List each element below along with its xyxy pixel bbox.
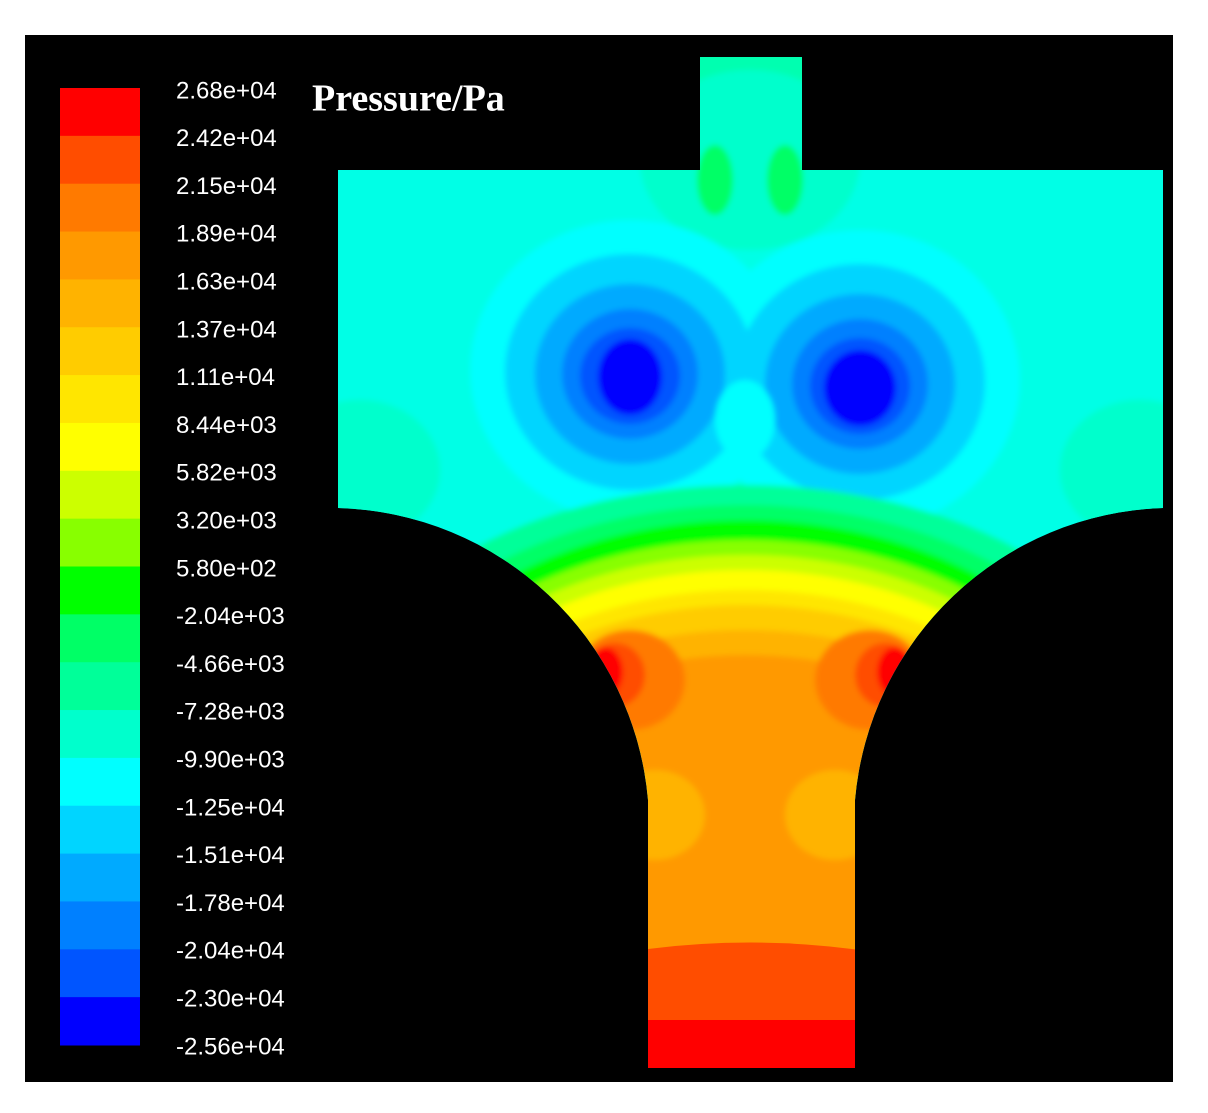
colorbar-label: 1.11e+04 (176, 364, 275, 391)
colorbar-label: 3.20e+03 (176, 508, 277, 535)
colorbar-band (60, 757, 140, 807)
colorbar-label: -2.30e+04 (176, 986, 285, 1013)
colorbar-label: 2.15e+04 (176, 173, 277, 200)
colorbar-band (60, 949, 140, 998)
colorbar-band (60, 470, 140, 520)
colorbar-band (60, 566, 140, 615)
colorbar-label: -7.28e+03 (176, 699, 285, 726)
colorbar-band (60, 327, 140, 376)
colorbar-band (60, 662, 140, 711)
colorbar-band (60, 183, 140, 233)
colorbar-label: 5.80e+02 (176, 555, 277, 582)
colorbar-band (60, 853, 140, 902)
colorbar-label: 5.82e+03 (176, 460, 277, 487)
colorbar-label: -4.66e+03 (176, 651, 285, 678)
colorbar-label: -1.78e+04 (176, 890, 285, 917)
colorbar-label: 1.37e+04 (176, 316, 277, 343)
colorbar-label: -1.25e+04 (176, 794, 285, 821)
colorbar-band (60, 375, 140, 424)
colorbar-label: -2.56e+04 (176, 1033, 285, 1060)
colorbar-label: -1.51e+04 (176, 842, 285, 869)
colorbar-label: 1.63e+04 (176, 269, 277, 296)
colorbar-band (60, 805, 140, 855)
colorbar-label: 1.89e+04 (176, 221, 277, 248)
colorbar-band (60, 88, 140, 137)
colorbar-band (60, 279, 140, 328)
colorbar-label: -2.04e+03 (176, 603, 285, 630)
colorbar-band (60, 614, 140, 663)
colorbar-label: 2.68e+04 (176, 77, 277, 104)
colorbar-band (60, 135, 140, 185)
colorbar-band (60, 901, 140, 950)
title: Pressure/Pa (312, 78, 505, 120)
colorbar-label: -9.90e+03 (176, 747, 285, 774)
colorbar-band (60, 997, 140, 1046)
colorbar-label: -2.04e+04 (176, 938, 285, 965)
colorbar-label: 8.44e+03 (176, 412, 277, 439)
colorbar-band (60, 710, 140, 759)
colorbar-band (60, 518, 140, 567)
colorbar-label: 2.42e+04 (176, 125, 277, 152)
colorbar-band (60, 231, 140, 280)
colorbar-band (60, 422, 140, 472)
colorbar: 2.68e+04 2.42e+04 2.15e+04 1.89e+04 1.63e+04… (60, 77, 285, 1060)
